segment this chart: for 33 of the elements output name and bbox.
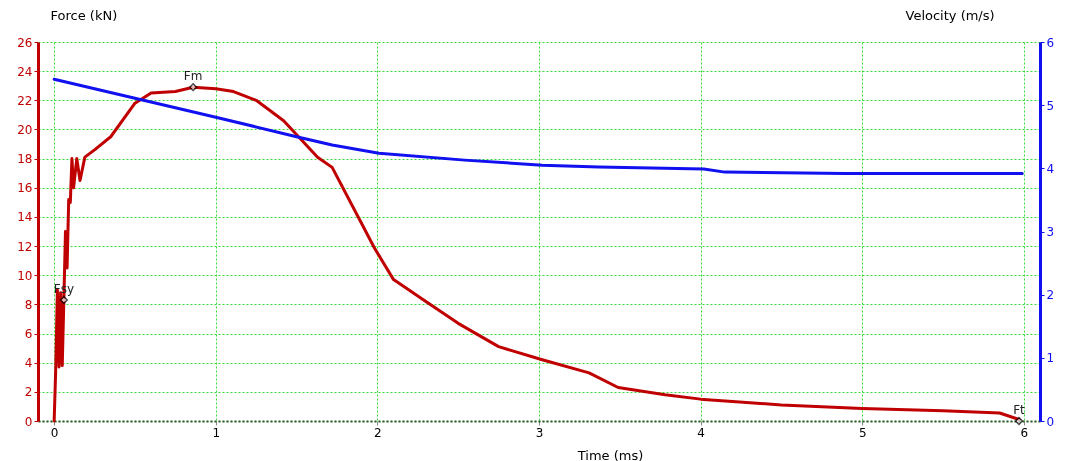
y2-tick-label: 5 — [1046, 98, 1055, 113]
x-tick-label: 1 — [212, 425, 221, 440]
x-tick-label: 0 — [50, 425, 59, 440]
annotation: Fm — [183, 69, 203, 84]
y2-tick-label: 1 — [1046, 351, 1055, 366]
y2-tick-label: 6 — [1046, 35, 1055, 50]
y-tick-label: 8 — [24, 297, 33, 312]
y-tick-label: 12 — [17, 239, 33, 254]
y-tick-label: 18 — [17, 152, 33, 167]
y-tick-label: 24 — [17, 64, 33, 79]
y-tick-label: 10 — [17, 268, 33, 283]
y-tick-label: 14 — [17, 210, 33, 225]
y-tick-label: 2 — [24, 385, 33, 400]
x-axis-title: Time (ms) — [576, 447, 644, 461]
y-tick-label: 6 — [24, 327, 33, 342]
y-tick-label: 4 — [24, 356, 33, 371]
y-tick-label: 16 — [17, 181, 33, 196]
y2-tick-label: 2 — [1046, 288, 1055, 303]
y2-tick-label: 3 — [1046, 225, 1055, 239]
x-tick-label: 5 — [858, 425, 867, 440]
y-tick-label: 20 — [17, 122, 33, 137]
y2-tick-label: 4 — [1046, 161, 1055, 176]
y-tick-label: 22 — [17, 93, 33, 108]
y2-axis-title: Velocity (m/s) — [905, 7, 995, 23]
annotation: Ft — [1013, 403, 1026, 417]
x-tick-label: 4 — [697, 425, 705, 440]
x-tick-label: 3 — [535, 425, 544, 440]
y-axis-title: Force (kN) — [50, 7, 118, 23]
y-tick-label: 0 — [24, 414, 33, 429]
y2-tick-label: 0 — [1046, 414, 1055, 429]
x-tick-label: 6 — [1020, 425, 1029, 440]
x-tick-label: 2 — [374, 425, 382, 440]
y-tick-label: 26 — [17, 35, 33, 50]
